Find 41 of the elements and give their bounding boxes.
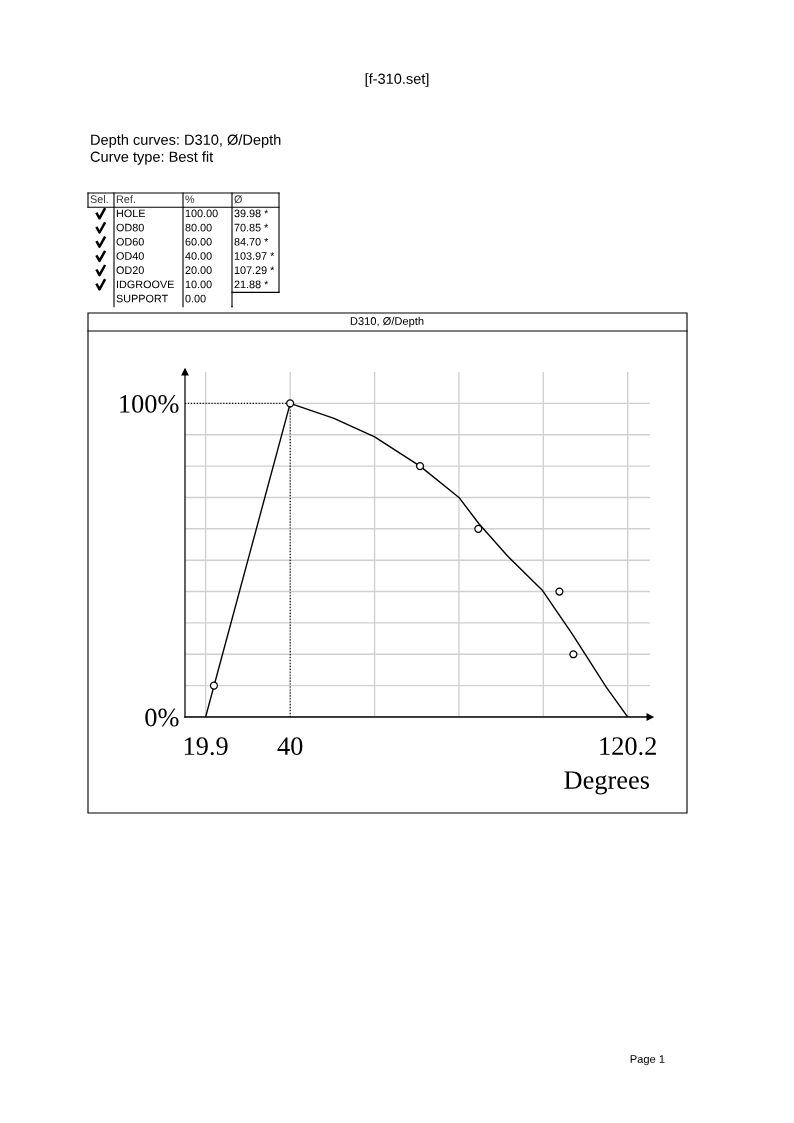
data-label: 40.00 (185, 252, 212, 260)
text: Ø (234, 195, 243, 204)
category-label: IDGROOVE (117, 280, 174, 289)
text: Sel. (90, 195, 108, 204)
category-label: SUPPORT (116, 294, 168, 303)
data-label: 107.29 * (234, 266, 275, 275)
data-label: 60.00 (185, 237, 212, 246)
chart-title: D310, Ø/Depth (350, 316, 424, 328)
category-label: OD40 (116, 252, 144, 260)
data-label: 84.70 * (234, 237, 269, 246)
category-label: OD20 (116, 266, 144, 275)
text: Depth curves: D310, Ø/Depth (91, 134, 281, 148)
category-label: OD60 (116, 237, 144, 246)
text: Page 1 (630, 1055, 665, 1066)
data-label: 80.00 (185, 223, 212, 232)
point (555, 587, 564, 596)
x-axis-title: Degrees (564, 771, 650, 795)
y-tick-label: 0% (145, 708, 179, 727)
point (209, 681, 219, 690)
data-label: 100.00 (185, 209, 218, 218)
data-label: 0.00 (185, 294, 206, 303)
category-label: OD80 (116, 223, 144, 232)
point (569, 650, 578, 659)
point (415, 461, 425, 471)
data-label: 20.00 (185, 266, 212, 275)
text: Curve type: Best fit (90, 151, 214, 165)
category-label: HOLE (116, 209, 146, 218)
text: Ref. (116, 195, 135, 204)
x-tick-label: 19.9 (184, 737, 228, 756)
y-tick-label: 100% (120, 394, 179, 413)
data-label: 10.00 (185, 280, 212, 289)
data-label: 39.98 * (234, 209, 269, 218)
x-tick-label: 120.2 (600, 737, 656, 756)
point (286, 399, 295, 408)
x-tick-label: 40 (277, 737, 303, 756)
data-label: 103.97 * (234, 252, 275, 260)
text: [f-310.set] (365, 73, 429, 87)
data-label: 21.88 * (234, 280, 269, 289)
data-label: 70.85 * (234, 223, 269, 232)
point (474, 524, 483, 533)
text: % (185, 195, 195, 203)
